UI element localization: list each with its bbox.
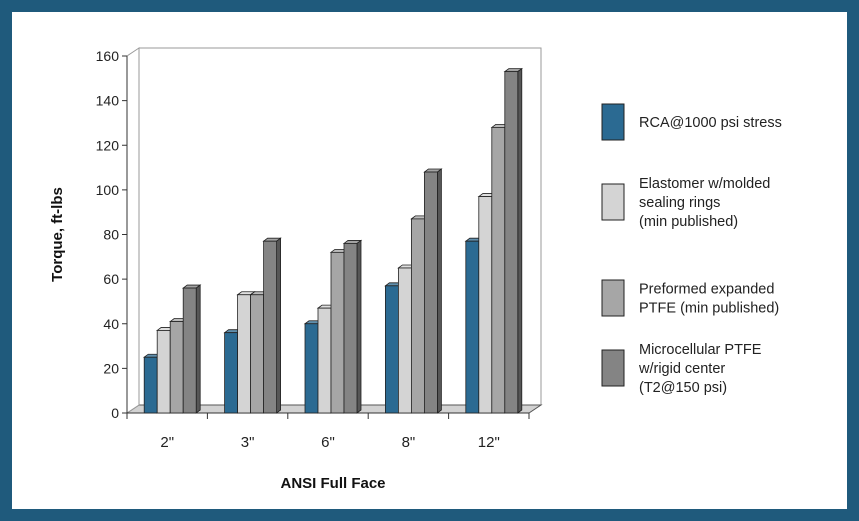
y-tick-label: 100: [96, 182, 120, 198]
y-tick-label: 80: [103, 227, 119, 243]
bar: [504, 71, 519, 414]
chart-frame: 0 20 40 60 80 100 120 140 160 2" 3" 6" 8" 12" Torque, …: [12, 12, 847, 509]
bar: [156, 330, 171, 414]
y-tick-label: 60: [103, 271, 119, 287]
bar: [224, 332, 239, 414]
bar: [423, 171, 438, 414]
y-tick-label: 40: [103, 316, 119, 332]
bar: [304, 323, 319, 414]
bar: [182, 287, 197, 414]
bar: [143, 356, 158, 414]
x-axis-title: ANSI Full Face: [280, 475, 385, 492]
bar: [410, 218, 425, 414]
legend-label: PTFE (min published): [639, 301, 779, 317]
x-tick-label: 12": [478, 434, 500, 451]
bar: [397, 267, 412, 414]
legend-label: sealing rings: [639, 195, 720, 211]
bar: [343, 243, 358, 414]
legend-label: (T2@150 psi): [639, 380, 727, 396]
x-tick-label: 6": [321, 434, 335, 451]
bar: [250, 294, 265, 414]
x-tick-label: 2": [160, 434, 174, 451]
bar-side: [436, 168, 442, 414]
bar: [330, 251, 345, 414]
bar-side: [276, 237, 282, 414]
bar: [317, 307, 332, 414]
bar: [237, 294, 252, 414]
y-tick-label: 0: [111, 405, 119, 421]
bar: [263, 240, 278, 414]
x-tick-label: 3": [241, 434, 255, 451]
x-tick-label: 8": [402, 434, 416, 451]
bar-chart: 0 20 40 60 80 100 120 140 160 2" 3" 6" 8" 12" Torque, …: [49, 47, 782, 492]
y-tick-label: 140: [96, 93, 120, 109]
bar: [491, 127, 506, 414]
bar: [169, 321, 184, 414]
bar: [465, 240, 480, 414]
bar: [478, 196, 493, 414]
y-tick-label: 160: [96, 48, 120, 64]
legend-label: w/rigid center: [638, 361, 725, 377]
legend-label: RCA@1000 psi stress: [639, 115, 782, 131]
bar-side: [195, 284, 201, 414]
bar-side: [356, 239, 362, 414]
y-axis-title: Torque, ft-lbs: [49, 187, 66, 282]
legend-label: Preformed expanded: [639, 282, 774, 298]
legend-label: Microcellular PTFE: [639, 342, 762, 358]
chart-side-wall: [126, 47, 140, 414]
bar-side: [517, 67, 523, 414]
y-tick-label: 120: [96, 137, 120, 153]
legend-swatch: [601, 103, 625, 141]
legend-label: Elastomer w/molded: [639, 176, 770, 192]
legend-swatch: [601, 183, 625, 221]
legend-label: (min published): [639, 214, 738, 230]
y-tick-label: 20: [103, 360, 119, 376]
legend-swatch: [601, 279, 625, 317]
bar: [384, 285, 399, 414]
legend-swatch: [601, 349, 625, 387]
